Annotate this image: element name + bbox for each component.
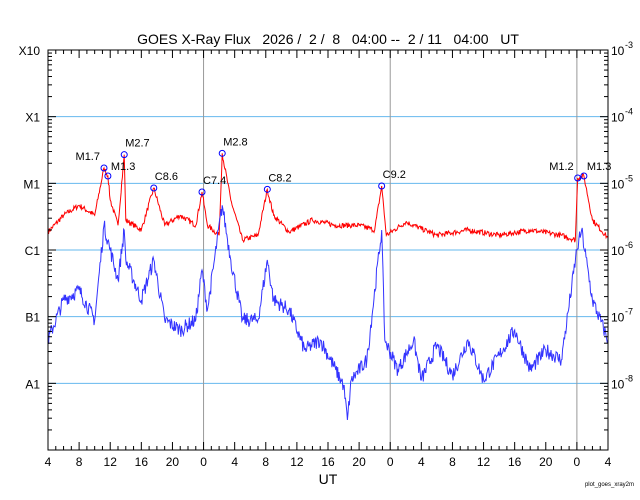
left-axis-label: X10 [19, 44, 41, 58]
x-tick-label: 20 [352, 455, 366, 469]
x-tick-label: 4 [605, 455, 612, 469]
x-tick-label: 0 [387, 455, 394, 469]
left-axis-label: B1 [25, 311, 40, 325]
x-tick-label: 16 [135, 455, 149, 469]
flare-label: M1.3 [587, 161, 611, 173]
x-tick-label: 0 [574, 455, 581, 469]
right-axis-base: 10 [611, 311, 625, 325]
flare-marker [580, 172, 588, 180]
x-tick-label: 8 [262, 455, 269, 469]
flare-marker [574, 174, 582, 182]
x-tick-label: 12 [290, 455, 304, 469]
flare-label: C8.2 [268, 172, 291, 184]
long-channel-line [47, 153, 609, 244]
short-channel-line [47, 205, 609, 421]
right-axis-exponent: -6 [625, 240, 633, 250]
x-tick-label: 4 [45, 455, 52, 469]
right-axis-base: 10 [611, 244, 625, 258]
right-axis-exponent: -5 [625, 173, 633, 183]
right-axis-exponent: -8 [625, 373, 633, 383]
x-axis-label: UT [319, 471, 338, 487]
flare-marker [100, 164, 108, 172]
right-axis-base: 10 [611, 44, 625, 58]
right-axis-exponent: -4 [625, 107, 633, 117]
x-tick-label: 12 [477, 455, 491, 469]
flare-label: C7.4 [203, 175, 226, 187]
x-tick-label: 16 [321, 455, 335, 469]
right-axis-base: 10 [611, 377, 625, 391]
left-axis-label: A1 [25, 377, 40, 391]
x-tick-label: 4 [418, 455, 425, 469]
left-axis-label: C1 [25, 244, 41, 258]
x-tick-label: 0 [200, 455, 207, 469]
flare-label: M1.3 [111, 161, 135, 173]
flare-label: C9.2 [383, 169, 406, 181]
x-tick-label: 12 [104, 455, 118, 469]
flare-marker [263, 185, 271, 193]
flare-marker [378, 182, 386, 190]
flare-marker [120, 151, 128, 159]
flare-label: M2.7 [125, 138, 149, 150]
x-tick-label: 8 [449, 455, 456, 469]
footer-label: plot_goes_xray2m [585, 482, 634, 488]
x-tick-label: 4 [231, 455, 238, 469]
left-axis-label: M1 [23, 177, 40, 191]
flare-marker [104, 172, 112, 180]
flare-marker [150, 184, 158, 192]
x-tick-label: 20 [166, 455, 180, 469]
right-axis-base: 10 [611, 177, 625, 191]
flare-marker [198, 188, 206, 196]
flare-label: M2.8 [223, 136, 247, 148]
left-axis-label: X1 [25, 111, 40, 125]
right-axis-exponent: -3 [625, 40, 633, 50]
x-tick-label: 8 [76, 455, 83, 469]
chart-title: GOES X-Ray Flux 2026 / 2 / 8 04:00 -- 2 … [137, 31, 519, 47]
flare-label: C8.6 [155, 171, 178, 183]
x-tick-label: 16 [508, 455, 522, 469]
flare-label: M1.7 [76, 151, 100, 163]
right-axis-exponent: -7 [625, 307, 633, 317]
flare-marker [218, 149, 226, 157]
flare-label: M1.2 [549, 161, 573, 173]
x-tick-label: 20 [539, 455, 553, 469]
right-axis-base: 10 [611, 111, 625, 125]
